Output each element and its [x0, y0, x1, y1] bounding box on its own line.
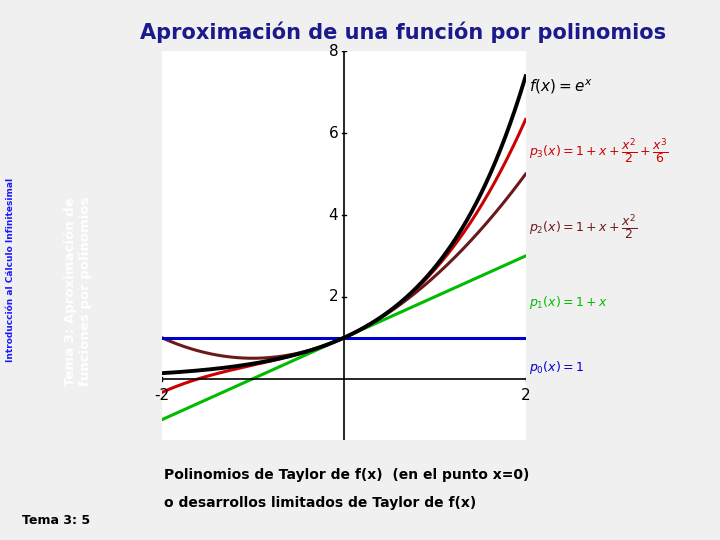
Text: 6: 6	[328, 126, 338, 140]
Text: Aproximación de una función por polinomios: Aproximación de una función por polinomi…	[140, 22, 666, 43]
Text: 2: 2	[329, 289, 338, 305]
Text: 8: 8	[329, 44, 338, 59]
Text: $p_0(x)=1$: $p_0(x)=1$	[529, 359, 585, 376]
Text: Tema 3: Aproximación de
funciones por polinomios: Tema 3: Aproximación de funciones por po…	[64, 197, 91, 386]
Text: Tema 3: 5: Tema 3: 5	[22, 514, 90, 526]
Text: $p_3(x)=1+x+\dfrac{x^2}{2}+\dfrac{x^3}{6}$: $p_3(x)=1+x+\dfrac{x^2}{2}+\dfrac{x^3}{6…	[529, 137, 668, 166]
Text: $f(x)=e^x$: $f(x)=e^x$	[529, 77, 593, 96]
Text: $p_2(x)=1+x+\dfrac{x^2}{2}$: $p_2(x)=1+x+\dfrac{x^2}{2}$	[529, 212, 637, 241]
Text: $p_1(x)=1+x$: $p_1(x)=1+x$	[529, 294, 608, 311]
Text: 4: 4	[329, 207, 338, 222]
Text: 2: 2	[521, 388, 531, 403]
Text: Polinomios de Taylor de f(x)  (en el punto x=0): Polinomios de Taylor de f(x) (en el punt…	[164, 468, 529, 482]
Text: -2: -2	[154, 388, 170, 403]
Text: Introducción al Cálculo Infinitesimal: Introducción al Cálculo Infinitesimal	[6, 178, 14, 362]
Text: o desarrollos limitados de Taylor de f(x): o desarrollos limitados de Taylor de f(x…	[164, 496, 477, 510]
